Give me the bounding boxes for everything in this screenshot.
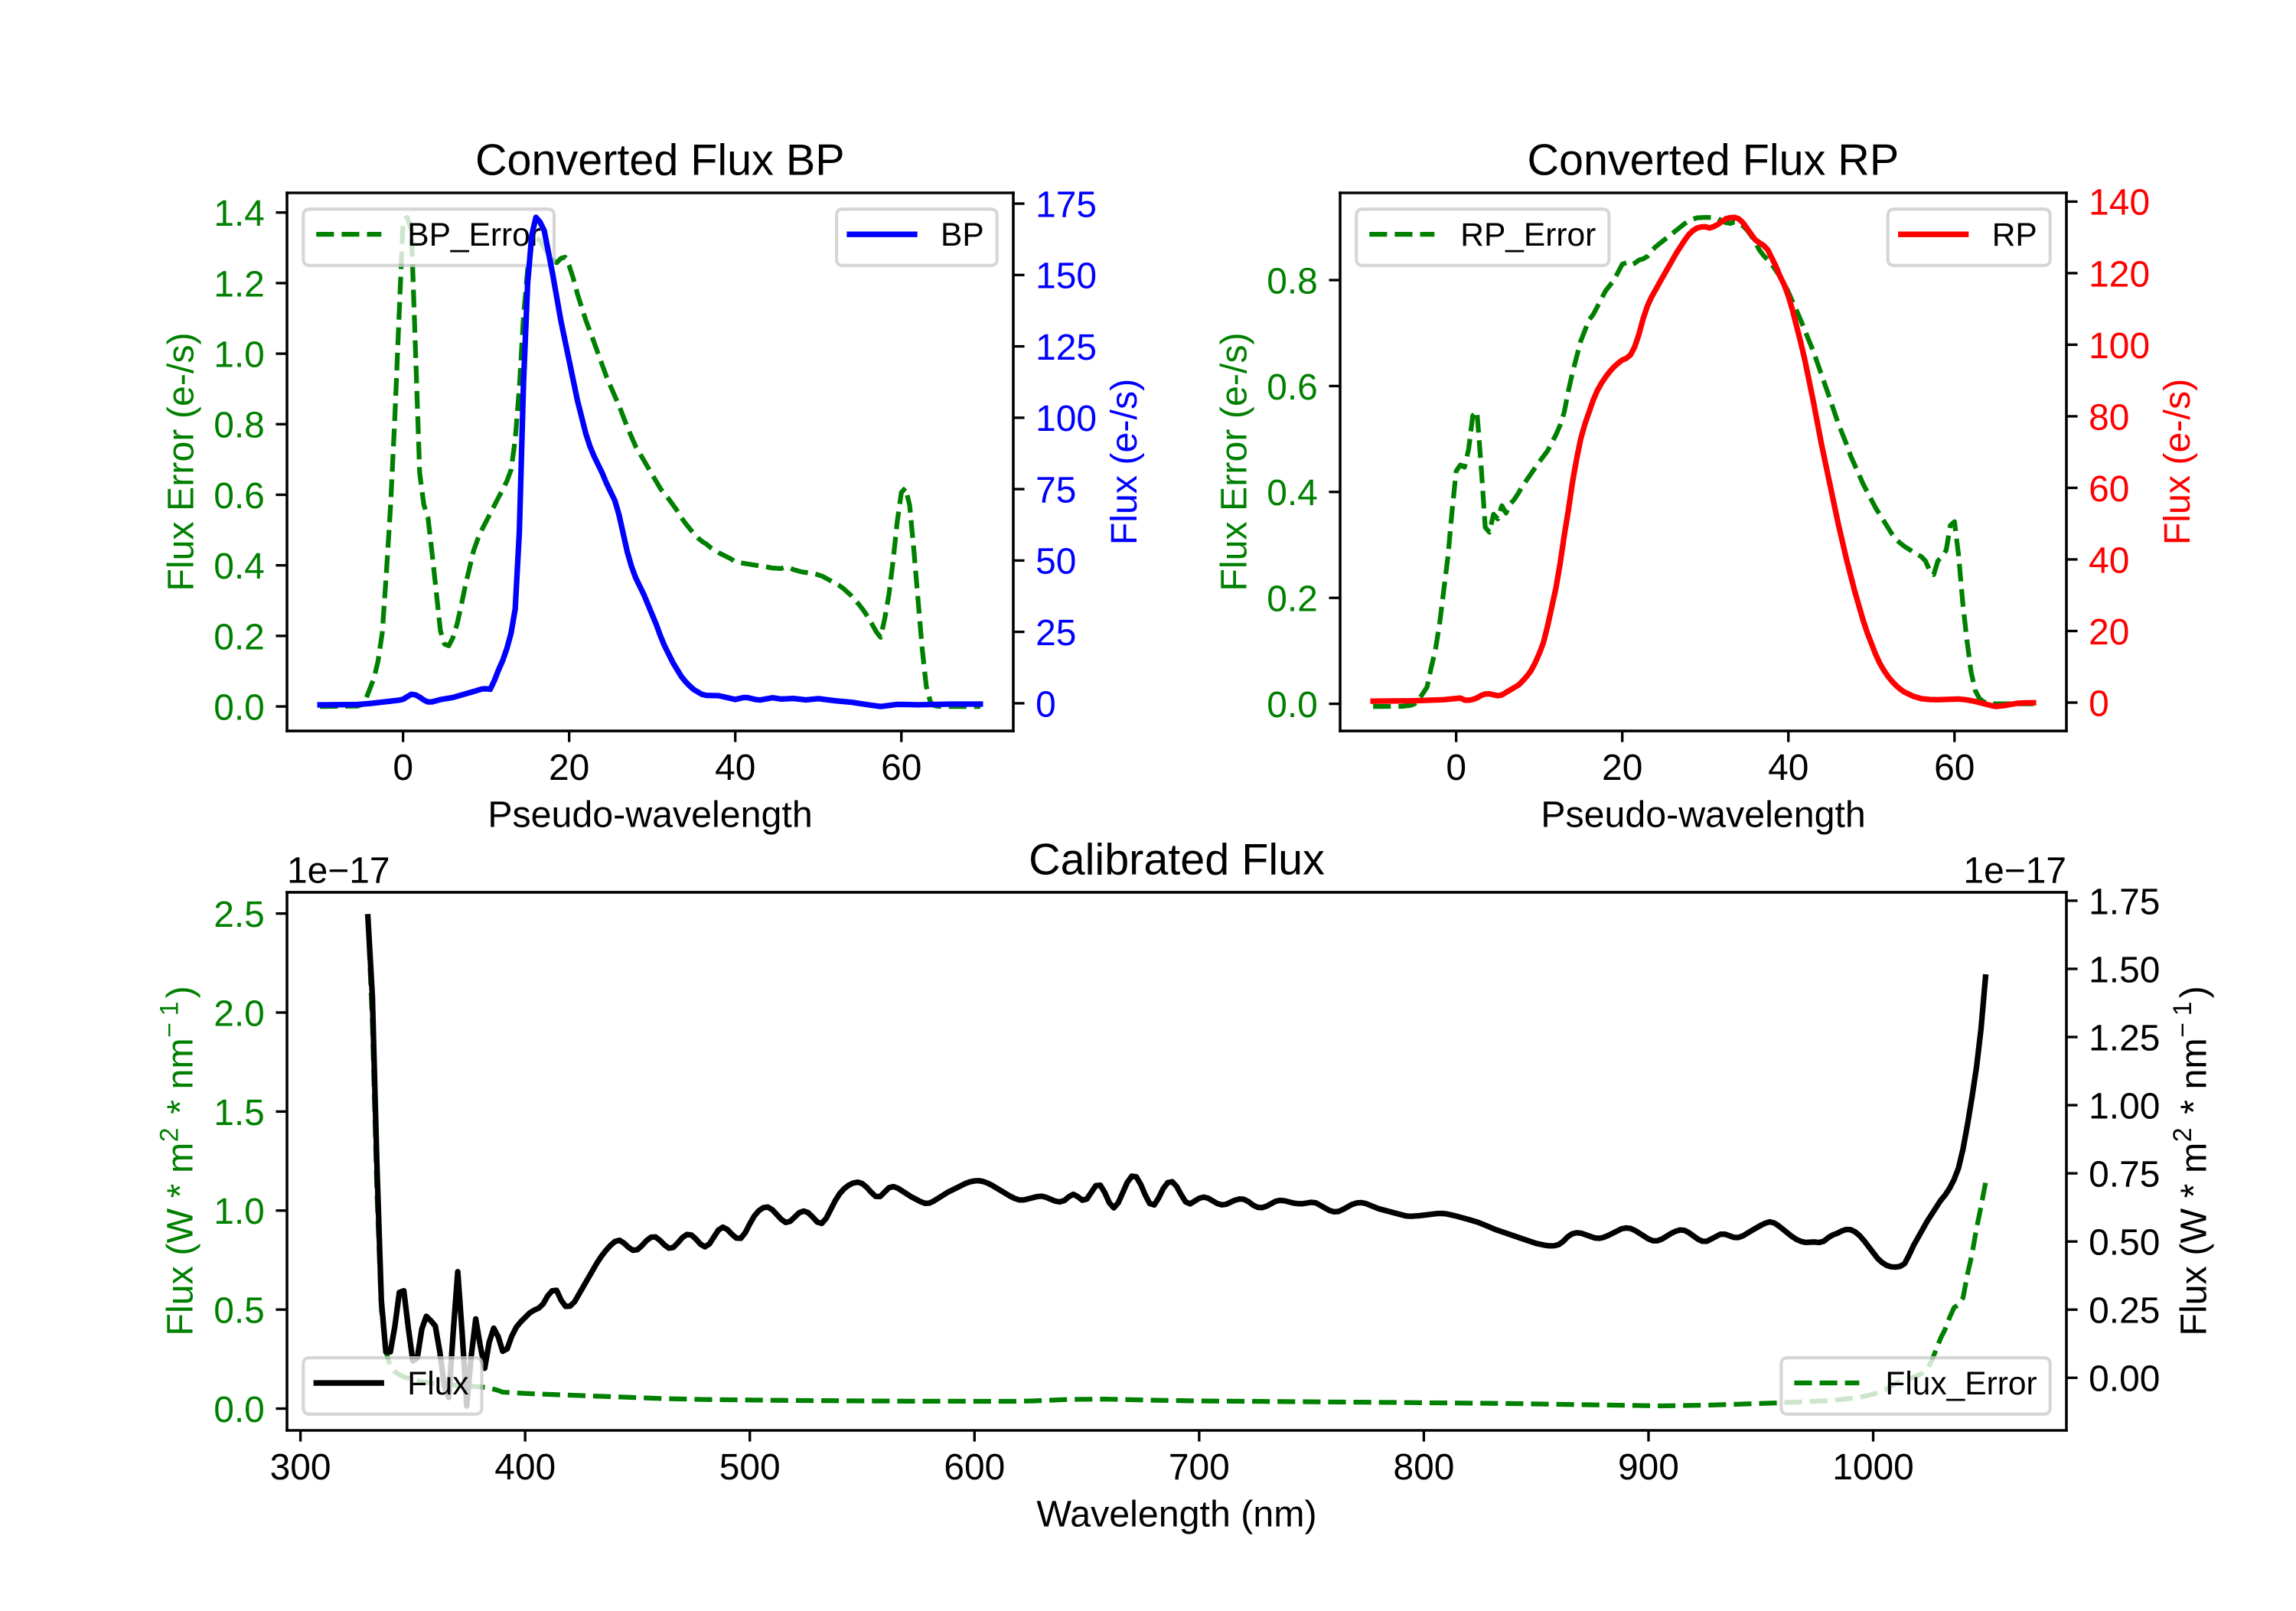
svg-text:1.0: 1.0 [214, 1192, 265, 1232]
svg-text:Converted Flux BP: Converted Flux BP [475, 136, 845, 185]
svg-text:0.5: 0.5 [214, 1291, 265, 1332]
svg-text:2.0: 2.0 [214, 993, 265, 1034]
svg-text:1e−17: 1e−17 [287, 850, 390, 891]
svg-text:140: 140 [2089, 183, 2150, 223]
svg-text:300: 300 [270, 1447, 331, 1488]
svg-text:500: 500 [719, 1447, 781, 1488]
svg-text:0: 0 [1446, 748, 1466, 788]
svg-text:1000: 1000 [1832, 1447, 1914, 1488]
svg-text:0.2: 0.2 [214, 617, 265, 657]
svg-text:0.0: 0.0 [214, 687, 265, 728]
svg-text:50: 50 [1035, 542, 1076, 582]
svg-text:Flux (e-/s): Flux (e-/s) [1104, 379, 1145, 545]
svg-text:2.5: 2.5 [214, 895, 265, 935]
svg-text:Flux Error (e-/s): Flux Error (e-/s) [1214, 332, 1255, 591]
svg-text:125: 125 [1035, 328, 1097, 368]
svg-text:RP: RP [1992, 217, 2037, 253]
svg-text:F l u x: F l u x ( W * m * n m ) 2 − 1 [2146, 972, 2217, 1336]
svg-text:400: 400 [494, 1447, 556, 1488]
svg-text:0.6: 0.6 [214, 476, 265, 517]
svg-text:0: 0 [1035, 684, 1056, 725]
svg-text:75: 75 [1035, 470, 1076, 510]
svg-text:F l u x: F l u x ( W * m * n m ) 2 − 1 [133, 972, 204, 1336]
svg-text:Flux: Flux [407, 1366, 468, 1402]
svg-text:1e−17: 1e−17 [1963, 850, 2066, 891]
svg-text:60: 60 [1934, 748, 1975, 788]
svg-text:Calibrated Flux: Calibrated Flux [1029, 836, 1325, 885]
svg-text:0.50: 0.50 [2089, 1223, 2160, 1264]
svg-text:0.4: 0.4 [214, 546, 265, 587]
svg-text:0.25: 0.25 [2089, 1291, 2160, 1332]
svg-text:Flux Error (e-/s): Flux Error (e-/s) [161, 332, 202, 591]
svg-text:20: 20 [549, 748, 589, 788]
svg-text:0.8: 0.8 [214, 406, 265, 446]
svg-text:1.4: 1.4 [214, 194, 265, 234]
svg-text:175: 175 [1035, 184, 1097, 225]
svg-text:60: 60 [2089, 469, 2129, 510]
svg-text:1.2: 1.2 [214, 264, 265, 305]
svg-text:1.5: 1.5 [214, 1093, 265, 1133]
svg-text:0.8: 0.8 [1267, 261, 1318, 302]
svg-text:1.0: 1.0 [214, 334, 265, 375]
svg-text:0: 0 [393, 748, 413, 788]
svg-text:0.4: 0.4 [1267, 473, 1318, 514]
svg-text:20: 20 [2089, 612, 2129, 653]
svg-text:1.75: 1.75 [2089, 882, 2160, 922]
svg-text:120: 120 [2089, 254, 2150, 295]
svg-text:0.6: 0.6 [1267, 367, 1318, 408]
svg-text:80: 80 [2089, 397, 2129, 438]
svg-text:0.0: 0.0 [1267, 685, 1318, 726]
svg-text:BP: BP [941, 217, 984, 253]
svg-text:Converted Flux RP: Converted Flux RP [1527, 136, 1899, 185]
svg-text:Flux (e-/s): Flux (e-/s) [2157, 379, 2198, 545]
svg-text:700: 700 [1169, 1447, 1230, 1488]
svg-text:RP_Error: RP_Error [1460, 217, 1596, 253]
svg-text:800: 800 [1393, 1447, 1454, 1488]
svg-text:0.2: 0.2 [1267, 579, 1318, 620]
svg-text:BP_Error: BP_Error [407, 217, 541, 253]
svg-text:Flux_Error: Flux_Error [1885, 1366, 2037, 1402]
svg-text:100: 100 [1035, 399, 1097, 439]
svg-text:40: 40 [2089, 540, 2129, 581]
svg-text:0.00: 0.00 [2089, 1359, 2160, 1400]
svg-text:60: 60 [881, 748, 921, 788]
svg-text:1.50: 1.50 [2089, 950, 2160, 990]
svg-text:1.00: 1.00 [2089, 1086, 2160, 1127]
svg-text:600: 600 [944, 1447, 1005, 1488]
svg-text:150: 150 [1035, 256, 1097, 297]
svg-text:Wavelength (nm): Wavelength (nm) [1036, 1494, 1316, 1535]
svg-text:0: 0 [2089, 683, 2109, 724]
svg-text:1.25: 1.25 [2089, 1018, 2160, 1058]
svg-text:900: 900 [1618, 1447, 1679, 1488]
svg-text:0.0: 0.0 [214, 1390, 265, 1430]
svg-text:0.75: 0.75 [2089, 1154, 2160, 1195]
svg-text:Pseudo-wavelength: Pseudo-wavelength [1541, 794, 1866, 836]
svg-text:Pseudo-wavelength: Pseudo-wavelength [488, 794, 813, 836]
svg-text:100: 100 [2089, 326, 2150, 367]
svg-text:25: 25 [1035, 613, 1076, 654]
svg-text:40: 40 [715, 748, 755, 788]
svg-text:20: 20 [1602, 748, 1642, 788]
svg-text:40: 40 [1768, 748, 1808, 788]
